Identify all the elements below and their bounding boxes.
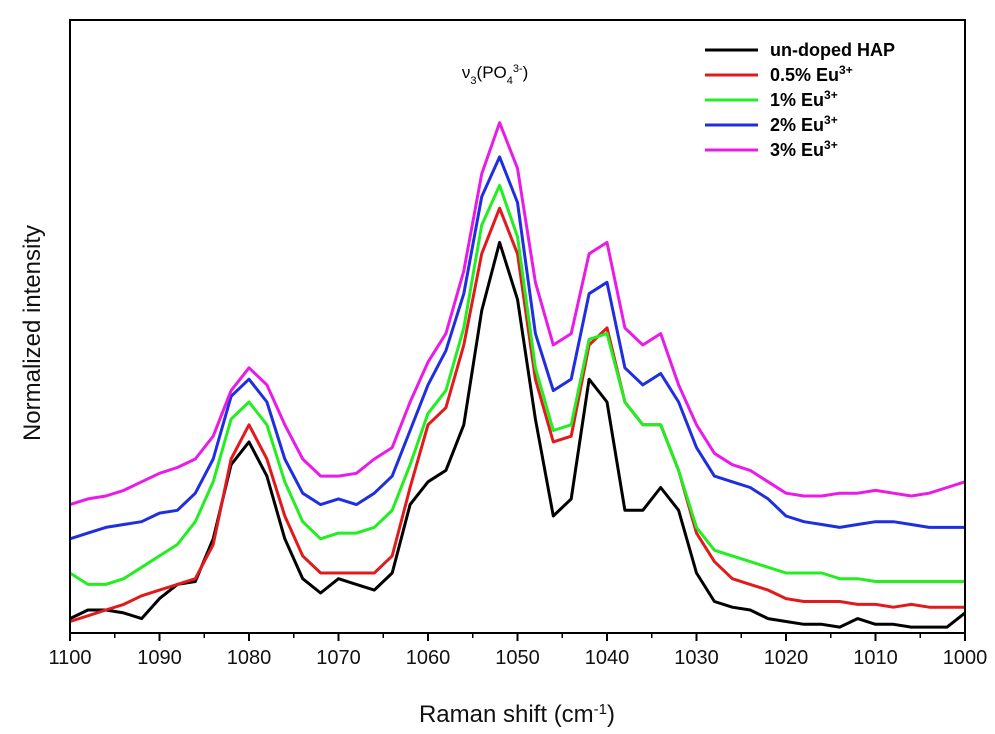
x-tick-label-6: 1040: [585, 647, 630, 669]
legend-label-2: 1% Eu3+: [770, 88, 838, 110]
x-axis-title: Raman shift (cm-1): [419, 701, 615, 729]
x-axis-title-suffix: ): [607, 701, 615, 728]
series-line-3: [69, 155, 965, 541]
peak-annotation: ν3(PO43-): [462, 63, 528, 87]
annot-nu: ν: [462, 63, 471, 82]
annot-close: ): [523, 63, 529, 82]
x-ticks: [69, 633, 966, 641]
series-line-4: [69, 121, 966, 507]
annot-sub4: 4: [507, 75, 513, 87]
x-tick-label-2: 1080: [227, 647, 272, 669]
x-tick-label-8: 1020: [764, 647, 809, 669]
y-axis-title: Normalized intensity: [19, 225, 46, 441]
x-tick-label-4: 1060: [406, 647, 451, 669]
x-tick-label-5: 1050: [495, 647, 540, 669]
x-tick-label-1: 1090: [137, 647, 182, 669]
annot-sub3: 3: [470, 75, 476, 87]
plot-lines: [69, 121, 966, 629]
legend-label-0: un-doped HAP: [770, 40, 895, 60]
x-tick-label-3: 1070: [316, 647, 361, 669]
series-line-2: [69, 183, 965, 586]
annot-charge: 3-: [513, 63, 523, 75]
legend-label-4: 3% Eu3+: [770, 138, 838, 160]
x-tick-label-0: 1100: [48, 647, 91, 669]
x-tick-label-10: 1000: [943, 647, 988, 669]
legend-label-3: 2% Eu3+: [770, 113, 838, 135]
x-axis-title-sup: -1: [594, 701, 607, 718]
plot-frame: [69, 19, 966, 634]
legend: un-doped HAP 0.5% Eu3+ 1% Eu3+ 2% Eu3+ 3% Eu…: [705, 40, 895, 160]
x-axis-title-main: Raman shift (cm: [419, 701, 594, 728]
x-tick-labels: 1100 1090 1080 1070 1060 1050 1040 1030 1020 1010…: [48, 647, 987, 669]
annot-po: (PO: [477, 63, 507, 82]
x-tick-label-9: 1010: [853, 647, 898, 669]
series-line-0: [69, 240, 966, 629]
series-line-1: [69, 206, 965, 623]
legend-label-1: 0.5% Eu3+: [770, 63, 853, 85]
x-tick-label-7: 1030: [674, 647, 719, 669]
